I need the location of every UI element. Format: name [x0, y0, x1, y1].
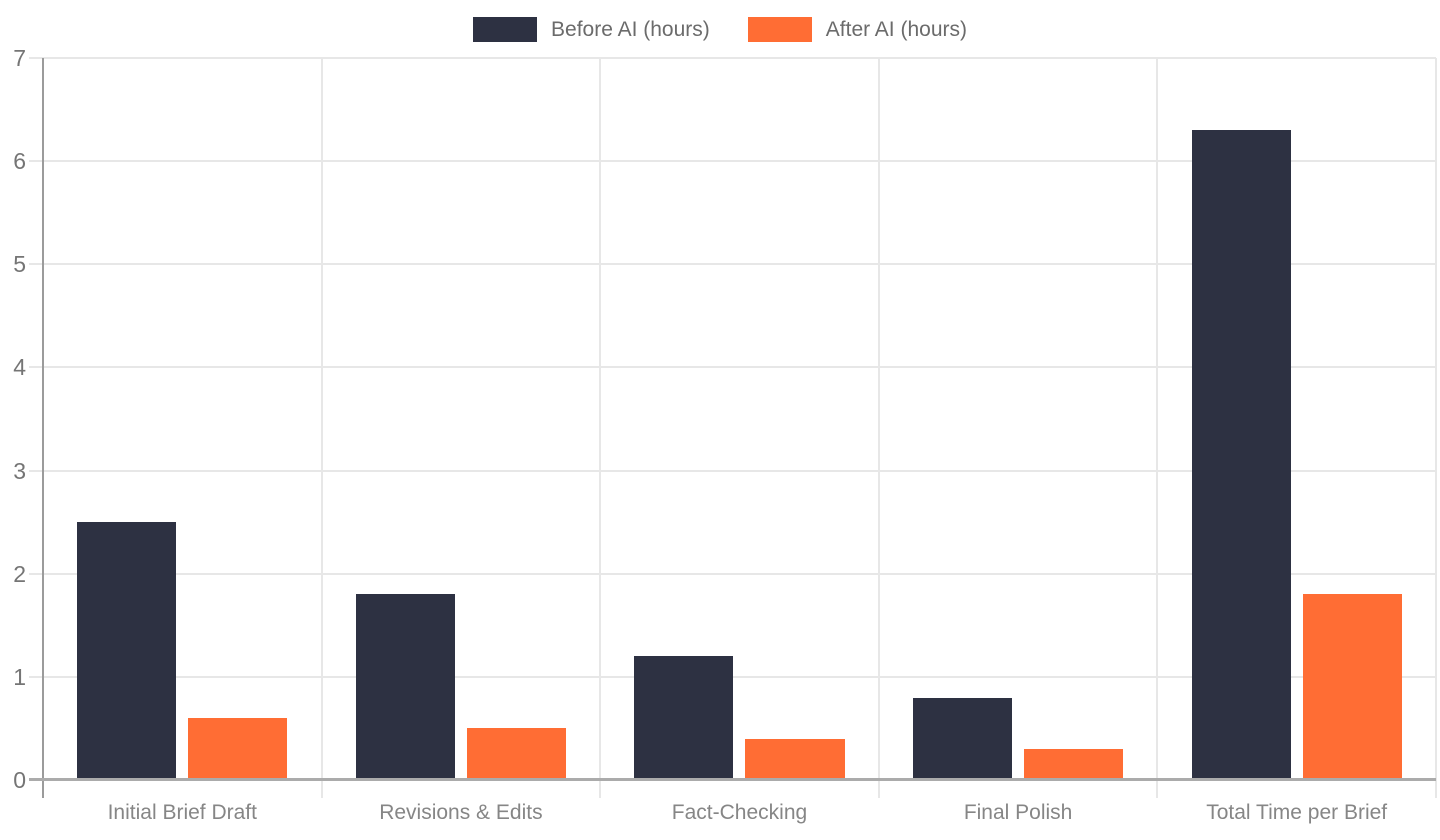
y-tick-label-0: 0: [13, 767, 26, 793]
gridline-y-6: [29, 160, 1436, 163]
gridline-x-5: [1435, 58, 1437, 798]
x-category-label-3: Fact-Checking: [671, 801, 808, 824]
x-axis-line: [29, 778, 1436, 781]
y-tick-label-5: 5: [13, 251, 26, 278]
gridline-y-5: [29, 263, 1436, 266]
y-tick-label-1: 1: [13, 663, 26, 690]
legend-swatch-before-ai: [473, 17, 538, 42]
y-axis-line: [42, 58, 44, 798]
bar-before-ai-hours-3: [634, 656, 734, 780]
y-tick-label-3: 3: [13, 457, 26, 484]
legend-swatch-after-ai: [747, 17, 812, 42]
y-tick-label-2: 2: [13, 560, 26, 587]
y-tick-label-6: 6: [13, 148, 26, 175]
bar-after-ai-hours-1: [188, 718, 288, 780]
x-category-label-2: Revisions & Edits: [379, 801, 543, 824]
legend-item-before-ai[interactable]: Before AI (hours): [473, 17, 710, 42]
bar-after-ai-hours-4: [1024, 749, 1124, 780]
x-category-label-4: Final Polish: [963, 801, 1073, 824]
bar-after-ai-hours-3: [745, 738, 845, 780]
gridline-x-3: [877, 58, 880, 798]
gridline-y-4: [29, 366, 1436, 369]
y-tick-label-7: 7: [13, 45, 26, 71]
x-category-label-1: Initial Brief Draft: [107, 801, 257, 824]
legend-item-after-ai[interactable]: After AI (hours): [747, 17, 967, 42]
gridline-y-3: [29, 469, 1436, 472]
bar-before-ai-hours-4: [913, 697, 1013, 780]
chart-legend: Before AI (hours) After AI (hours): [0, 17, 1440, 42]
plot-area: 0 1 2 3 4 5 6 7 Initial Brief Draft Revisions & E…: [13, 45, 1437, 824]
legend-label-after-ai: After AI (hours): [825, 17, 967, 41]
gridline-x-4: [1156, 58, 1159, 798]
y-tick-label-4: 4: [13, 354, 26, 381]
bar-before-ai-hours-2: [355, 594, 455, 780]
bar-before-ai-hours-1: [77, 522, 177, 780]
bar-before-ai-hours-5: [1191, 130, 1291, 780]
gridline-x-2: [599, 58, 602, 798]
gridline-y-2: [29, 572, 1436, 575]
x-category-label-5: Total Time per Brief: [1206, 801, 1388, 824]
legend-label-before-ai: Before AI (hours): [551, 17, 710, 41]
bar-after-ai-hours-2: [466, 728, 566, 780]
bar-after-ai-hours-5: [1302, 594, 1402, 780]
gridline-x-1: [320, 58, 323, 798]
gridline-y-7: [29, 57, 1436, 59]
